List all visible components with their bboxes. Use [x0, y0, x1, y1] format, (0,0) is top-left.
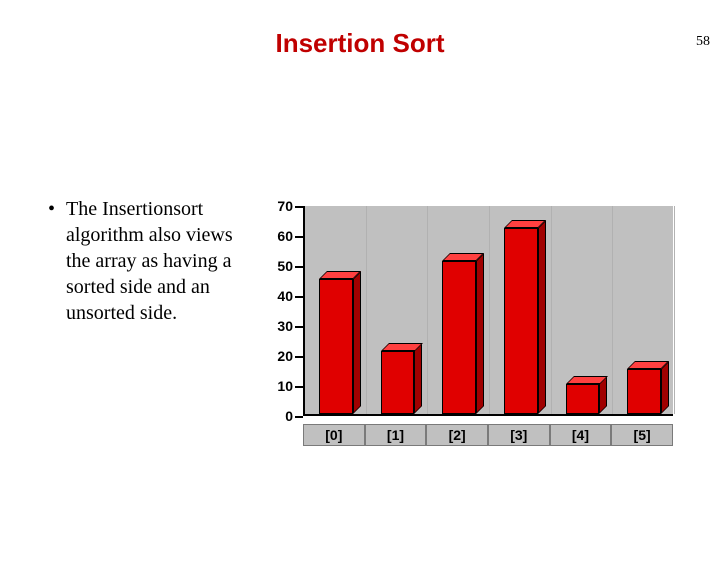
x-axis-labels: [0][1][2][3][4][5]: [303, 424, 673, 446]
gridline: [674, 206, 675, 414]
y-tick: [295, 236, 303, 238]
bar-face: [566, 384, 600, 414]
y-tick: [295, 416, 303, 418]
bullet-text-block: • The Insertionsort algorithm also views…: [48, 196, 248, 446]
gridline: [489, 206, 490, 414]
bar: [566, 376, 608, 414]
y-tick: [295, 296, 303, 298]
bar-side: [414, 343, 422, 414]
bar-chart: [0][1][2][3][4][5] 010203040506070: [248, 206, 678, 446]
bar: [319, 271, 361, 414]
x-tick-label: [1]: [365, 424, 427, 446]
bar: [627, 361, 669, 414]
chart-area: [0][1][2][3][4][5] 0 10 20 30 40 50 60 70: [248, 196, 700, 446]
x-tick-label: [0]: [303, 424, 365, 446]
y-tick-label: 0: [253, 408, 293, 424]
bar-face: [504, 228, 538, 414]
bar-side: [353, 271, 361, 414]
y-tick-label: 10: [253, 378, 293, 394]
x-tick-label: [4]: [550, 424, 612, 446]
bar-face: [381, 351, 415, 414]
y-tick: [295, 266, 303, 268]
y-tick-label: 20: [253, 348, 293, 364]
content-area: • The Insertionsort algorithm also views…: [48, 196, 700, 446]
y-tick-label: 60: [253, 228, 293, 244]
bar-side: [538, 220, 546, 414]
bar: [504, 220, 546, 414]
gridline: [551, 206, 552, 414]
bar-side: [476, 253, 484, 414]
gridline: [612, 206, 613, 414]
bar-face: [319, 279, 353, 414]
bar-face: [627, 369, 661, 414]
y-tick-label: 40: [253, 288, 293, 304]
gridline: [427, 206, 428, 414]
bullet-dot: •: [48, 196, 66, 446]
y-tick-label: 50: [253, 258, 293, 274]
bullet-text: The Insertionsort algorithm also views t…: [66, 196, 248, 446]
x-tick-label: [3]: [488, 424, 550, 446]
x-tick-label: [5]: [611, 424, 673, 446]
bar-side: [661, 361, 669, 414]
y-tick: [295, 356, 303, 358]
y-tick-label: 70: [253, 198, 293, 214]
y-tick: [295, 386, 303, 388]
page-number: 58: [696, 34, 710, 50]
y-tick: [295, 326, 303, 328]
bar: [442, 253, 484, 414]
y-tick: [295, 206, 303, 208]
slide-title: Insertion Sort: [0, 28, 720, 59]
x-tick-label: [2]: [426, 424, 488, 446]
bar-face: [442, 261, 476, 414]
y-tick-label: 30: [253, 318, 293, 334]
plot-region: [303, 206, 673, 416]
gridline: [366, 206, 367, 414]
bar: [381, 343, 423, 414]
